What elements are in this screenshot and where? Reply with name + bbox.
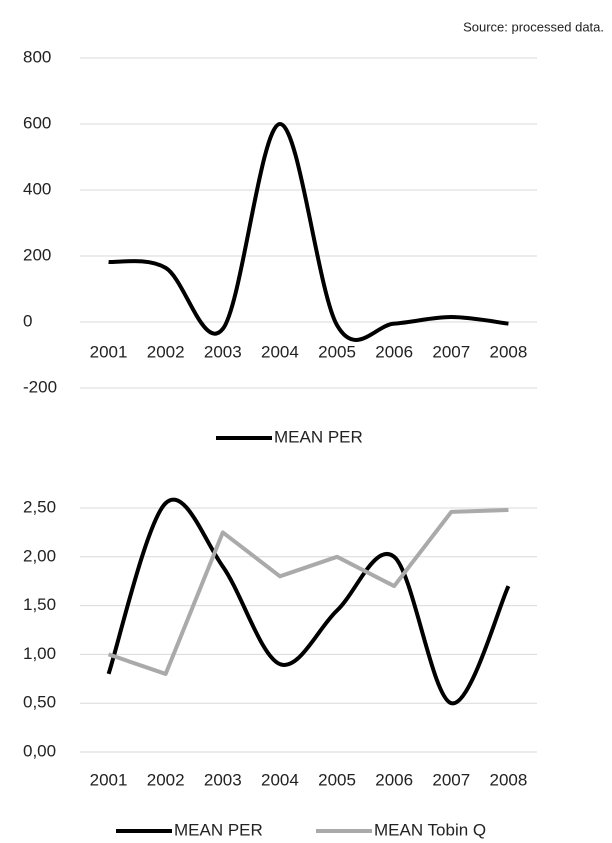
x-tick-label: 2002 xyxy=(147,342,185,361)
x-tick-label: 2001 xyxy=(90,342,128,361)
x-tick-label: 2008 xyxy=(490,342,528,361)
x-tick-label: 2004 xyxy=(261,770,299,789)
x-tick-label: 2006 xyxy=(375,342,413,361)
y-tick-label: 800 xyxy=(23,47,51,66)
x-tick-label: 2006 xyxy=(375,770,413,789)
series-line xyxy=(107,507,509,676)
y-tick-label: 0,50 xyxy=(23,693,56,712)
y-tick-label: 600 xyxy=(23,113,51,132)
y-tick-label: 0 xyxy=(23,311,32,330)
series-line xyxy=(108,121,509,342)
x-tick-label: 2005 xyxy=(318,770,356,789)
x-tick-label: 2005 xyxy=(318,342,356,361)
y-tick-label: 0,00 xyxy=(23,741,56,760)
y-tick-label: 1,00 xyxy=(23,644,56,663)
y-tick-label: 200 xyxy=(23,245,51,264)
y-tick-label: 1,50 xyxy=(23,595,56,614)
x-tick-label: 2003 xyxy=(204,342,242,361)
x-tick-label: 2004 xyxy=(261,342,299,361)
y-tick-label: 2,00 xyxy=(23,546,56,565)
series-line xyxy=(106,497,511,706)
x-tick-label: 2008 xyxy=(490,770,528,789)
y-tick-label: 2,50 xyxy=(23,497,56,516)
source-note: Source: processed data. xyxy=(463,19,604,34)
x-tick-label: 2007 xyxy=(432,770,470,789)
x-tick-label: 2002 xyxy=(147,770,185,789)
x-tick-label: 2001 xyxy=(90,770,128,789)
x-tick-label: 2007 xyxy=(432,342,470,361)
legend-label: MEAN PER xyxy=(174,820,263,839)
legend-label: MEAN PER xyxy=(274,427,363,446)
x-tick-label: 2003 xyxy=(204,770,242,789)
y-tick-label: -200 xyxy=(23,377,57,396)
y-tick-label: 400 xyxy=(23,179,51,198)
legend-label: MEAN Tobin Q xyxy=(374,820,486,839)
